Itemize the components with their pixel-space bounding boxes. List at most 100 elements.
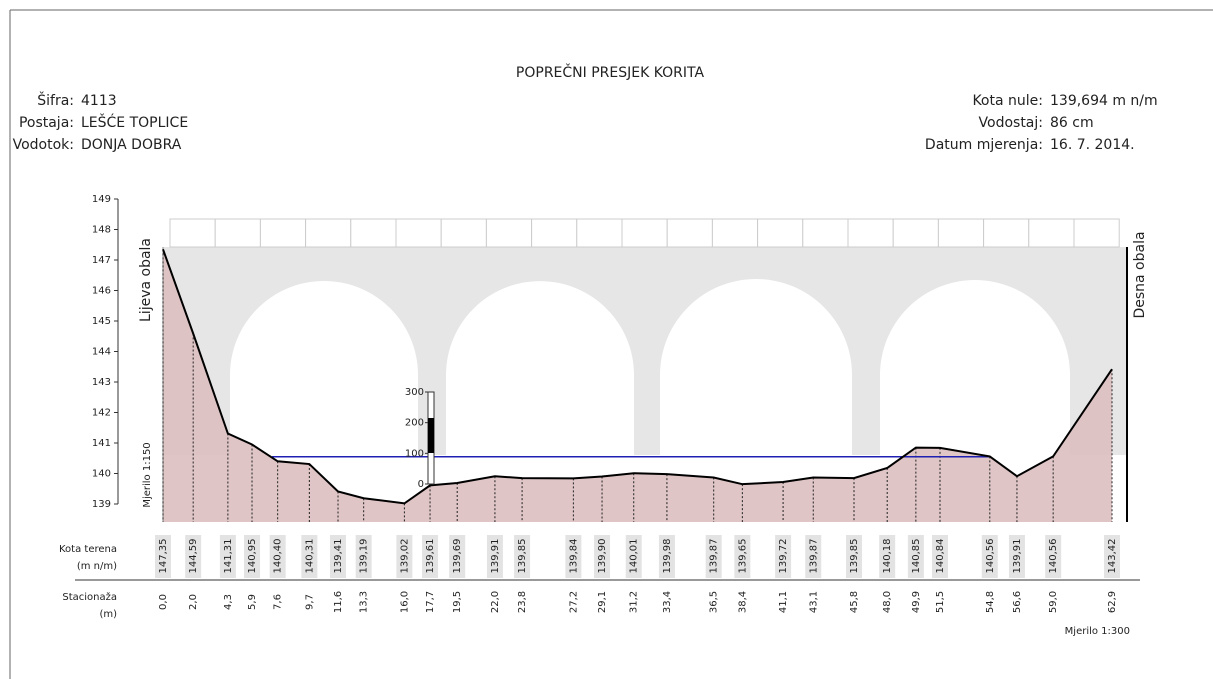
elevation-label: 139,61 <box>425 539 436 574</box>
y-tick-label: 146 <box>92 286 111 297</box>
elevation-label: 140,95 <box>247 539 258 574</box>
railing-box <box>350 218 397 248</box>
station-label: 62,9 <box>1107 591 1118 613</box>
station-label: 13,3 <box>359 591 370 613</box>
elevation-label: 144,59 <box>188 539 199 574</box>
station-label: 23,8 <box>517 591 528 613</box>
station-label: 29,1 <box>597 591 608 613</box>
right-bank-label: Desna obala <box>1132 231 1148 318</box>
elevation-cell <box>269 535 286 578</box>
station-label: 49,9 <box>911 591 922 613</box>
station-label: 4,3 <box>223 594 234 610</box>
station-label: 27,2 <box>568 591 579 613</box>
bridge-body <box>163 247 1127 455</box>
elevation-label: 140,56 <box>985 539 996 574</box>
elevation-cell <box>594 535 611 578</box>
info-label: Vodostaj: <box>979 115 1043 131</box>
station-label: 36,5 <box>709 591 720 613</box>
station-label: 41,1 <box>778 591 789 613</box>
y-tick-label: 144 <box>92 347 111 358</box>
info-label: Šifra: <box>37 91 74 109</box>
elevation-cell <box>155 535 171 578</box>
station-label: 19,5 <box>452 591 463 613</box>
elevation-label: 139,69 <box>452 539 463 574</box>
y-tick-label: 142 <box>92 408 111 419</box>
elevation-label: 139,72 <box>778 539 789 574</box>
y-tick-label: 147 <box>92 255 111 266</box>
row-label: (m) <box>99 609 117 620</box>
station-label: 54,8 <box>985 591 996 613</box>
info-value: 4113 <box>81 93 117 109</box>
info-value: 86 cm <box>1050 115 1094 131</box>
elevation-label: 139,41 <box>333 539 344 574</box>
elevation-label: 140,01 <box>629 539 640 574</box>
station-label: 9,7 <box>304 594 315 610</box>
elevation-cell <box>514 535 531 578</box>
railing-box <box>711 218 759 248</box>
elevation-label: 140,18 <box>882 539 893 574</box>
railing-box <box>937 218 985 248</box>
railing-box <box>576 218 623 248</box>
station-label: 11,6 <box>333 591 344 613</box>
elevation-label: 143,42 <box>1107 539 1118 574</box>
y-tick-label: 140 <box>92 469 111 480</box>
horizontal-scale: Mjerilo 1:300 <box>1065 626 1130 637</box>
elevation-label: 141,31 <box>223 539 234 574</box>
station-label: 31,2 <box>629 591 640 613</box>
station-label: 0,0 <box>158 594 169 610</box>
railing-box <box>531 218 578 248</box>
station-label: 48,0 <box>882 591 893 613</box>
station-label: 59,0 <box>1048 591 1059 613</box>
terrain-line <box>162 248 1113 505</box>
station-label: 45,8 <box>849 591 860 613</box>
station-label: 7,6 <box>273 594 284 610</box>
terrain-fill <box>163 249 1112 522</box>
elevation-cell <box>734 535 751 578</box>
station-label: 56,6 <box>1012 591 1023 613</box>
elevation-label: 140,85 <box>911 539 922 574</box>
elevation-cell <box>846 535 863 578</box>
elevation-label: 139,19 <box>359 539 370 574</box>
elevation-label: 140,56 <box>1048 539 1059 574</box>
vertical-scale: Mjerilo 1:150 <box>142 442 153 507</box>
station-label: 17,7 <box>425 591 436 613</box>
elevation-label: 139,84 <box>568 539 579 574</box>
info-value: LEŠĆE TOPLICE <box>81 113 188 131</box>
info-label: Datum mjerenja: <box>925 137 1043 153</box>
railing-box <box>847 218 894 248</box>
elevation-label: 139,87 <box>808 539 819 574</box>
y-tick-label: 149 <box>92 194 111 205</box>
elevation-label: 139,87 <box>709 539 720 574</box>
railing-box <box>666 218 713 248</box>
left-bank-label: Lijeva obala <box>138 238 154 322</box>
railing-box <box>1073 218 1120 248</box>
elevation-cell <box>775 535 792 578</box>
y-tick-label: 139 <box>92 499 111 510</box>
railing-box <box>757 218 804 248</box>
gauge-tick-label: 300 <box>405 387 424 398</box>
elevation-cell <box>355 535 372 578</box>
gauge-tick-label: 0 <box>418 479 424 490</box>
elevation-cell <box>219 535 236 578</box>
elevation-cell <box>981 535 998 578</box>
railing-box <box>485 218 533 248</box>
info-value: 139,694 m n/m <box>1050 93 1158 109</box>
row-label: (m n/m) <box>77 561 117 572</box>
elevation-label: 139,85 <box>517 539 528 574</box>
railing-box <box>1028 218 1075 248</box>
title: POPREČNI PRESJEK KORITA <box>516 63 705 81</box>
info-label: Kota nule: <box>972 93 1043 109</box>
elevation-cell <box>449 535 466 578</box>
railing-box <box>621 218 668 248</box>
elevation-label: 140,31 <box>304 539 315 574</box>
gauge-tick-label: 100 <box>405 448 424 459</box>
railing-box <box>214 218 261 248</box>
row-label: Kota terena <box>59 544 117 555</box>
elevation-label: 140,40 <box>273 539 284 574</box>
elevation-cell <box>185 535 202 578</box>
elevation-cell <box>565 535 582 578</box>
railing-box <box>802 218 849 248</box>
elevation-cell <box>907 535 924 578</box>
station-label: 51,5 <box>935 591 946 613</box>
